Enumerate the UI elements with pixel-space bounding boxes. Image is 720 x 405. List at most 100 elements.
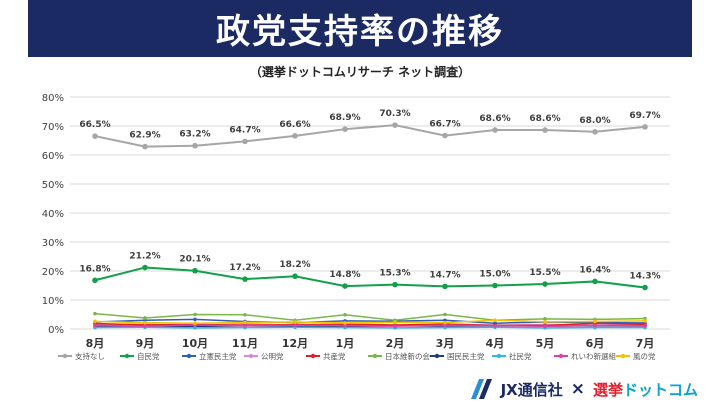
series-0-point-2 xyxy=(192,142,198,149)
series-0-label-7: 66.7% xyxy=(429,120,460,130)
series-8-point-1 xyxy=(143,324,147,328)
series-9-point-3 xyxy=(243,320,247,325)
series-5-point-9 xyxy=(543,317,547,321)
series-1-point-4 xyxy=(292,273,298,280)
series-8-point-8 xyxy=(493,324,497,328)
legend-marker-1 xyxy=(124,353,130,359)
legend-marker-0 xyxy=(62,353,68,359)
series-1-label-6: 15.3% xyxy=(379,269,410,279)
x-tick-label-9: 5月 xyxy=(536,337,555,350)
legend-marker-5 xyxy=(372,353,378,359)
y-tick-label-3: 30% xyxy=(42,238,64,249)
series-1-point-10 xyxy=(592,278,598,285)
title-banner: 政党支持率の推移 xyxy=(28,0,692,57)
legend-marker-4 xyxy=(310,353,316,359)
series-0-label-11: 69.7% xyxy=(629,111,660,121)
legend-marker-8 xyxy=(558,353,564,359)
series-1-label-1: 21.2% xyxy=(129,252,160,262)
x-tick-label-6: 2月 xyxy=(386,337,405,350)
x-tick-label-0: 8月 xyxy=(86,337,105,350)
x-tick-label-11: 7月 xyxy=(636,337,655,350)
senkyo-brand: 選挙ドットコム xyxy=(593,379,698,400)
series-8-point-11 xyxy=(643,324,647,328)
series-9-point-11 xyxy=(643,319,647,323)
legend-label-8: れいわ新選組 xyxy=(571,351,616,361)
series-8-point-5 xyxy=(343,323,347,328)
series-1-label-9: 15.5% xyxy=(529,268,560,278)
series-1-point-2 xyxy=(192,267,198,274)
series-1-point-1 xyxy=(142,264,148,271)
series-1-point-6 xyxy=(392,281,398,288)
series-1-point-8 xyxy=(492,282,498,289)
senkyo-brand-b: ドットコム xyxy=(622,380,698,399)
series-0-point-11 xyxy=(642,124,648,130)
y-tick-label-6: 60% xyxy=(42,151,64,162)
series-1-point-11 xyxy=(642,284,648,291)
y-tick-label-8: 80% xyxy=(42,93,64,104)
series-5-point-0 xyxy=(93,311,97,316)
series-line-1 xyxy=(94,266,646,289)
series-9-point-0 xyxy=(93,319,97,324)
series-7-point-2 xyxy=(193,326,197,330)
series-8-point-4 xyxy=(293,323,297,328)
legend-marker-6 xyxy=(434,353,440,359)
series-1-point-3 xyxy=(242,276,248,282)
legend-label-6: 国民民主党 xyxy=(447,351,485,361)
series-8-point-3 xyxy=(243,324,247,328)
y-tick-label-2: 20% xyxy=(42,267,64,278)
legend-label-9: 風の党 xyxy=(633,351,656,361)
series-0-label-1: 62.9% xyxy=(129,131,160,141)
series-9-point-8 xyxy=(493,318,497,323)
series-0-label-6: 70.3% xyxy=(379,109,410,119)
series-1-label-3: 17.2% xyxy=(229,263,260,273)
legend-marker-9 xyxy=(620,353,626,359)
series-1-point-9 xyxy=(542,281,548,287)
legend-label-3: 公明党 xyxy=(261,351,284,361)
series-1-label-4: 18.2% xyxy=(279,260,310,270)
series-line-8 xyxy=(94,324,646,327)
legend-label-4: 共産党 xyxy=(323,351,346,361)
legend-label-7: 社民党 xyxy=(509,351,532,361)
series-0-label-10: 68.0% xyxy=(579,116,610,126)
series-0-label-2: 63.2% xyxy=(179,130,210,140)
x-tick-label-10: 6月 xyxy=(586,337,605,350)
series-5-point-2 xyxy=(193,312,197,317)
series-0-point-4 xyxy=(292,133,298,139)
y-tick-label-7: 70% xyxy=(42,122,64,133)
jx-logo-icon xyxy=(470,379,492,399)
series-0-point-5 xyxy=(342,126,348,132)
x-tick-label-2: 10月 xyxy=(182,337,208,350)
series-9-point-2 xyxy=(193,321,197,326)
series-5-point-1 xyxy=(143,316,147,320)
series-1-label-2: 20.1% xyxy=(179,255,210,265)
x-tick-label-3: 11月 xyxy=(232,337,258,350)
x-tick-label-4: 12月 xyxy=(282,337,308,350)
x-tick-label-1: 9月 xyxy=(136,337,155,350)
series-0-label-0: 66.5% xyxy=(79,120,110,130)
series-1-label-10: 16.4% xyxy=(579,265,610,275)
y-tick-label-5: 50% xyxy=(42,180,64,191)
legend-marker-7 xyxy=(496,353,502,359)
series-0-point-9 xyxy=(542,127,548,133)
series-8-point-0 xyxy=(93,323,97,328)
series-9-point-4 xyxy=(293,320,297,324)
series-8-point-6 xyxy=(393,324,397,328)
y-tick-label-4: 40% xyxy=(42,209,64,220)
cross-mark: × xyxy=(570,379,585,399)
series-8-point-10 xyxy=(593,323,597,328)
series-line-7 xyxy=(94,326,645,329)
series-0-point-10 xyxy=(592,129,598,135)
legend-label-2: 立憲民主党 xyxy=(199,351,237,361)
legend-marker-2 xyxy=(186,353,192,359)
series-5-point-7 xyxy=(443,312,447,317)
series-8-point-7 xyxy=(443,323,447,328)
series-0-label-3: 64.7% xyxy=(229,125,260,135)
legend-label-5: 日本維新の会 xyxy=(385,351,430,361)
footer-logos: JX通信社 × 選挙ドットコム xyxy=(470,377,698,401)
y-tick-label-1: 10% xyxy=(42,296,64,307)
series-0-point-0 xyxy=(92,133,98,139)
series-9-point-1 xyxy=(143,320,147,325)
series-1-label-11: 14.3% xyxy=(629,272,660,282)
x-tick-label-7: 3月 xyxy=(436,337,455,350)
